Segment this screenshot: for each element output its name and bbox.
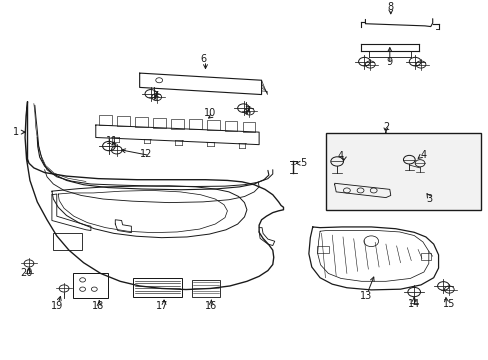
Bar: [135, 117, 147, 127]
Text: 5: 5: [299, 158, 305, 168]
Bar: [117, 116, 129, 126]
Text: 6: 6: [200, 54, 206, 64]
Bar: [171, 118, 183, 129]
Text: 20: 20: [20, 268, 32, 278]
Text: 8: 8: [387, 2, 393, 12]
Text: 3: 3: [426, 194, 432, 204]
Bar: [207, 120, 219, 130]
Bar: [420, 253, 430, 260]
Bar: [316, 246, 328, 253]
Bar: [243, 122, 255, 132]
Text: 12: 12: [140, 149, 152, 159]
Text: 4: 4: [337, 151, 344, 161]
Text: 4: 4: [420, 150, 426, 160]
Text: 1: 1: [13, 127, 20, 137]
Text: 7: 7: [244, 105, 249, 116]
Bar: [326, 133, 481, 210]
Text: 2: 2: [382, 122, 388, 132]
Text: 14: 14: [407, 299, 420, 309]
Text: 10: 10: [204, 108, 216, 118]
Bar: [53, 233, 81, 250]
Bar: [133, 278, 182, 297]
Text: 7: 7: [152, 91, 159, 102]
Bar: [191, 279, 220, 297]
Text: 15: 15: [442, 299, 454, 309]
Text: 16: 16: [205, 301, 217, 311]
Bar: [189, 120, 201, 130]
Bar: [225, 121, 237, 131]
Bar: [73, 273, 108, 298]
Text: 18: 18: [92, 301, 104, 311]
Bar: [99, 115, 111, 125]
Bar: [153, 118, 165, 128]
Text: 11: 11: [105, 136, 118, 146]
Text: 13: 13: [360, 291, 372, 301]
Text: 9: 9: [386, 57, 392, 67]
Text: 17: 17: [156, 301, 168, 311]
Text: 19: 19: [51, 301, 63, 311]
